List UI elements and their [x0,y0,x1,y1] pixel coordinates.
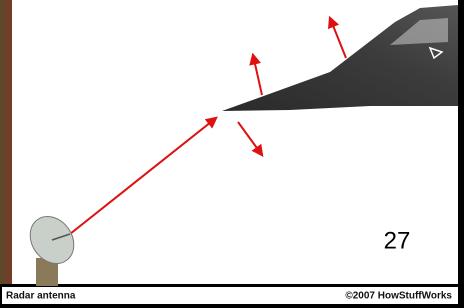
page-number: 27 [384,227,411,254]
left-edge [0,0,12,308]
caption-right: ©2007 HowStuffWorks [345,291,452,302]
slide: 27 Radar antenna ©2007 HowStuffWorks [0,0,464,308]
caption-left: Radar antenna [6,291,76,302]
page: 27 Radar antenna ©2007 HowStuffWorks (()… [0,0,464,308]
